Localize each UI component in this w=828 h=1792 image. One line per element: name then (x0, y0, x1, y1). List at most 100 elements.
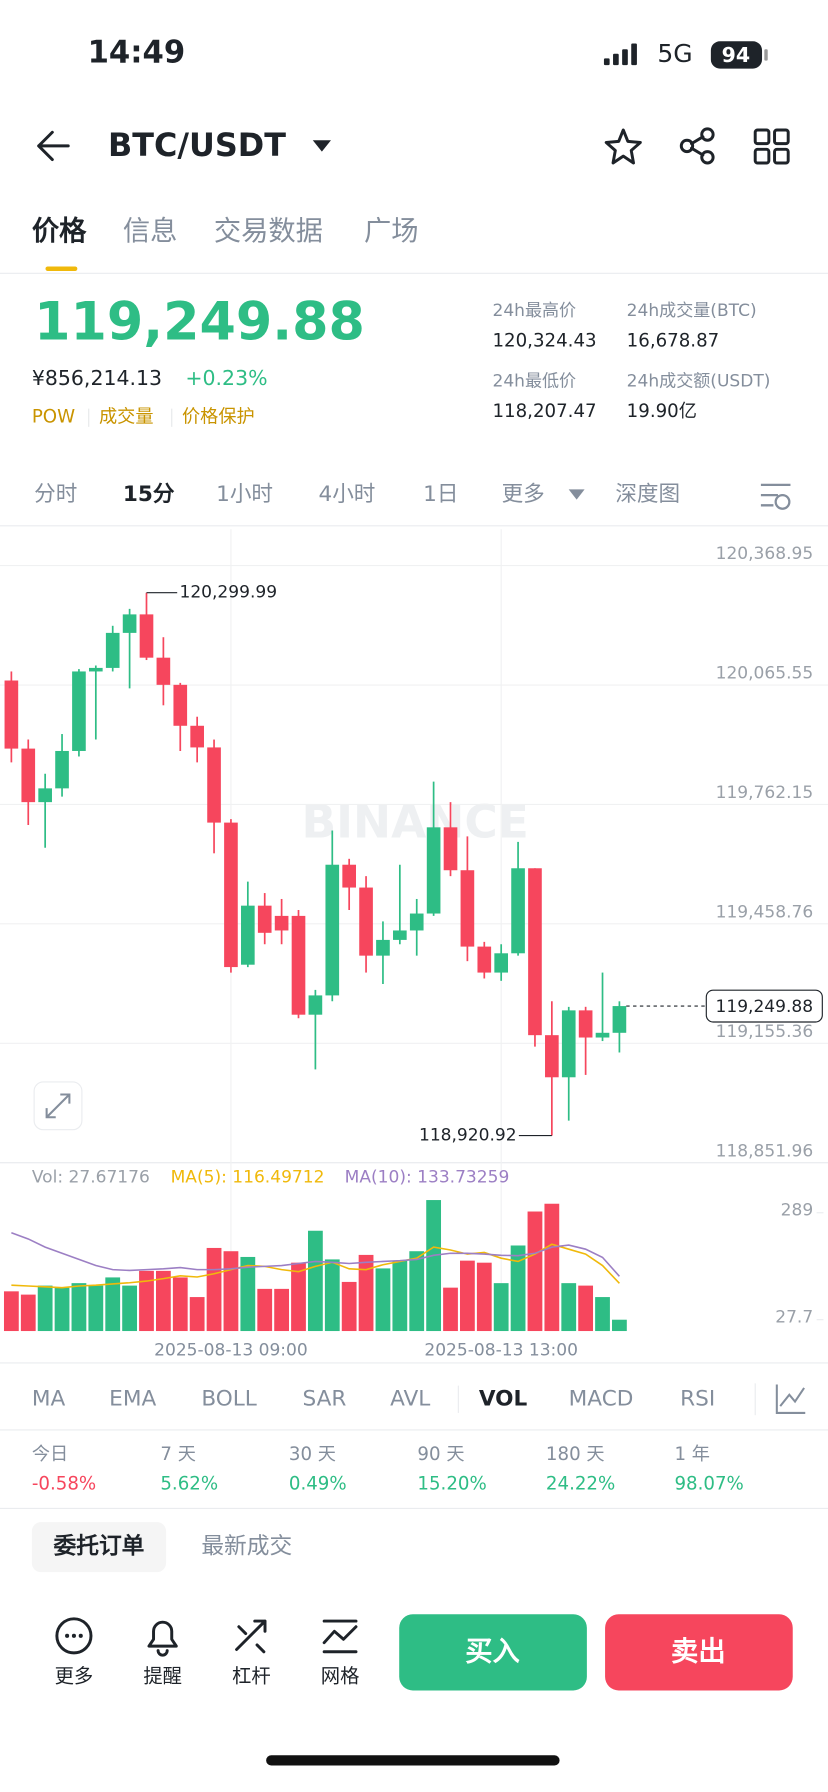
candle-body (561, 1010, 576, 1078)
volume-bar (612, 1319, 627, 1332)
y2-tick-label: 27.7 (775, 1307, 813, 1327)
tab[interactable]: 价格 (32, 216, 87, 247)
indicator[interactable]: MACD (569, 1386, 634, 1411)
volume-bar (375, 1268, 391, 1332)
stat-label: 24h成交额(USDT) (627, 371, 771, 391)
order-tab[interactable]: 最新成交 (201, 1534, 292, 1560)
tab[interactable]: 广场 (364, 216, 419, 247)
indicator-settings[interactable] (775, 1384, 806, 1414)
candle-body (55, 750, 69, 789)
pair-dropdown[interactable] (312, 140, 331, 152)
volume-bar (544, 1203, 560, 1332)
indicator[interactable]: RSI (680, 1386, 715, 1411)
indicator[interactable]: VOL (479, 1386, 528, 1411)
nav-label[interactable]: 杠杆 (232, 1664, 271, 1687)
clock: 14:49 (88, 35, 186, 70)
nav-label[interactable]: 更多 (55, 1664, 94, 1687)
volume-bar (527, 1211, 543, 1332)
volume-bar (37, 1285, 53, 1332)
indicator[interactable]: EMA (109, 1386, 156, 1411)
candle-body (105, 632, 120, 668)
volume-bar (409, 1251, 425, 1332)
signal-bar (631, 43, 637, 66)
alert-icon (147, 1620, 178, 1657)
interval[interactable]: 1日 (423, 482, 458, 507)
volume-bar (257, 1288, 273, 1332)
candle-body (443, 827, 458, 871)
more-dropdown[interactable] (568, 489, 585, 500)
y2-tick-label: 289 (781, 1200, 814, 1220)
interval[interactable]: 15分 (123, 482, 175, 507)
candle-body (528, 868, 542, 1036)
indicator[interactable]: AVL (390, 1386, 430, 1411)
nav-label[interactable]: 网格 (321, 1664, 360, 1687)
grid-cell (773, 147, 790, 165)
period-label: 1 年 (674, 1444, 710, 1465)
buy-button[interactable] (399, 1614, 587, 1691)
order-tab[interactable]: 委托订单 (52, 1534, 144, 1560)
volume-bar (105, 1277, 121, 1332)
grid-button[interactable] (753, 128, 790, 165)
interval[interactable]: 深度图 (615, 482, 680, 507)
volume-bar (392, 1260, 408, 1332)
tag[interactable]: 价格保护 (182, 407, 255, 428)
stat-value: 19.90亿 (627, 401, 697, 422)
candle-body (122, 614, 137, 633)
more-dot (78, 1633, 83, 1638)
tab[interactable]: 交易数据 (214, 216, 323, 247)
candle-body (156, 657, 171, 685)
volume-bar (443, 1287, 458, 1332)
signal-icon (603, 43, 637, 66)
candle-body (139, 614, 154, 658)
favorite-button[interactable] (604, 128, 642, 165)
change: +0.23% (185, 366, 267, 390)
indicator[interactable]: BOLL (201, 1386, 257, 1411)
signal-bar (622, 49, 628, 66)
period-label: 7 天 (160, 1444, 196, 1465)
indicator[interactable]: SAR (303, 1386, 347, 1411)
candle-body (409, 913, 424, 931)
tab[interactable]: 信息 (123, 216, 178, 247)
tag[interactable]: POW (32, 407, 75, 428)
volume-bar (122, 1285, 137, 1332)
pair-title[interactable]: BTC/USDT (108, 126, 286, 164)
indicator[interactable]: MA (32, 1386, 66, 1411)
tag[interactable]: 成交量 (99, 407, 154, 428)
volume-bar (3, 1291, 19, 1332)
high-label: 120,299.99 (179, 583, 277, 603)
volume-bar (578, 1285, 594, 1332)
volume-bar (20, 1294, 36, 1332)
volume-bar (54, 1287, 70, 1332)
back-button[interactable] (37, 130, 70, 162)
volume-bar (341, 1281, 357, 1332)
sell-button[interactable] (605, 1614, 793, 1691)
chart-settings[interactable] (760, 483, 791, 510)
stat-label: 24h最低价 (492, 371, 576, 391)
interval[interactable]: 更多 (502, 482, 545, 507)
x-tick-label: 2025-08-13 13:00 (424, 1340, 578, 1360)
network: 5G (657, 39, 692, 68)
volume-bar (307, 1230, 323, 1332)
volume-bar (561, 1283, 577, 1332)
more-icon (55, 1617, 93, 1655)
candle-body (72, 671, 86, 751)
period-change: 15.20% (417, 1474, 486, 1495)
volume-bar (358, 1254, 374, 1332)
stat-label: 24h成交量(BTC) (627, 301, 757, 321)
period-label: 180 天 (546, 1444, 605, 1465)
interval[interactable]: 1小时 (216, 482, 273, 507)
volume-bar (595, 1297, 610, 1332)
share-button[interactable] (679, 127, 715, 165)
signal-bar (603, 58, 610, 66)
period-change: 5.62% (160, 1474, 218, 1495)
candle-body (291, 915, 306, 1015)
interval[interactable]: 4小时 (318, 482, 375, 507)
volume-bar (240, 1256, 256, 1332)
interval[interactable]: 分时 (34, 482, 77, 507)
expand-icon (45, 1093, 71, 1119)
candle-body (511, 868, 525, 954)
nav-label[interactable]: 提醒 (143, 1664, 182, 1687)
ma-line (11, 1243, 620, 1289)
candle-body (38, 788, 52, 803)
